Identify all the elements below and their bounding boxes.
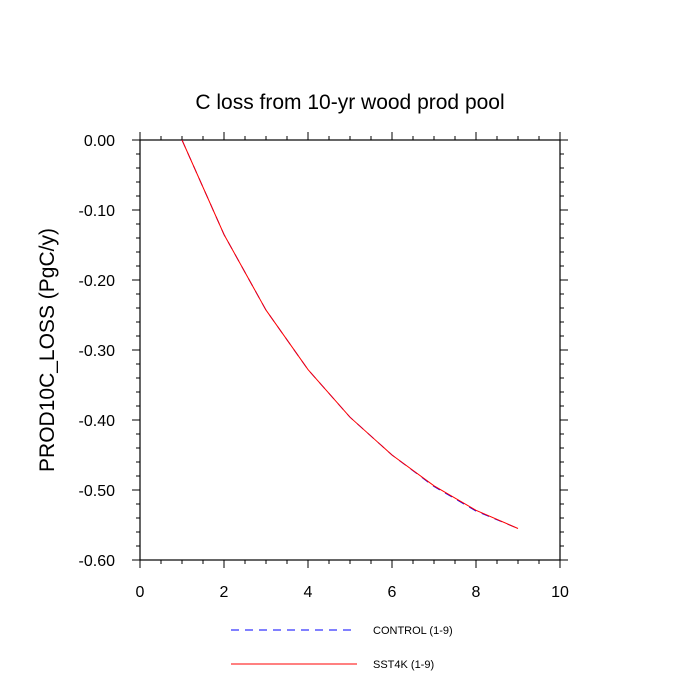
- axis-tick-labels: 0 2 4 6 8 10 0.00 -0.10 -0.20 -0.30 -0.40 -0.50 -0.6…: [79, 133, 569, 601]
- legend-label: CONTROL (1-9): [373, 625, 453, 637]
- x-tick-label: 0: [136, 584, 145, 601]
- y-tick-label: -0.60: [79, 553, 116, 570]
- y-axis-label: PROD10C_LOSS (PgC/y): [36, 228, 59, 472]
- x-tick-label: 8: [472, 584, 481, 601]
- series-line-sst4k: [181, 139, 519, 529]
- series-line-control: [181, 139, 519, 529]
- y-tick-label: -0.20: [79, 273, 116, 290]
- chart-title: C loss from 10-yr wood prod pool: [195, 91, 504, 114]
- y-tick-label: -0.10: [79, 203, 116, 220]
- x-tick-label: 4: [304, 584, 313, 601]
- x-tick-label: 2: [220, 584, 229, 601]
- legend-label: SST4K (1-9): [373, 659, 434, 671]
- x-tick-label: 6: [388, 584, 397, 601]
- axis-ticks: [132, 132, 568, 568]
- y-tick-label: -0.30: [79, 343, 116, 360]
- x-tick-label: 10: [551, 584, 569, 601]
- plot-frame: [139, 139, 561, 561]
- y-tick-label: 0.00: [84, 133, 115, 150]
- legend: CONTROL (1-9) SST4K (1-9): [231, 625, 453, 671]
- y-tick-label: -0.50: [79, 483, 116, 500]
- series-lines: [181, 139, 519, 529]
- y-tick-label: -0.40: [79, 413, 116, 430]
